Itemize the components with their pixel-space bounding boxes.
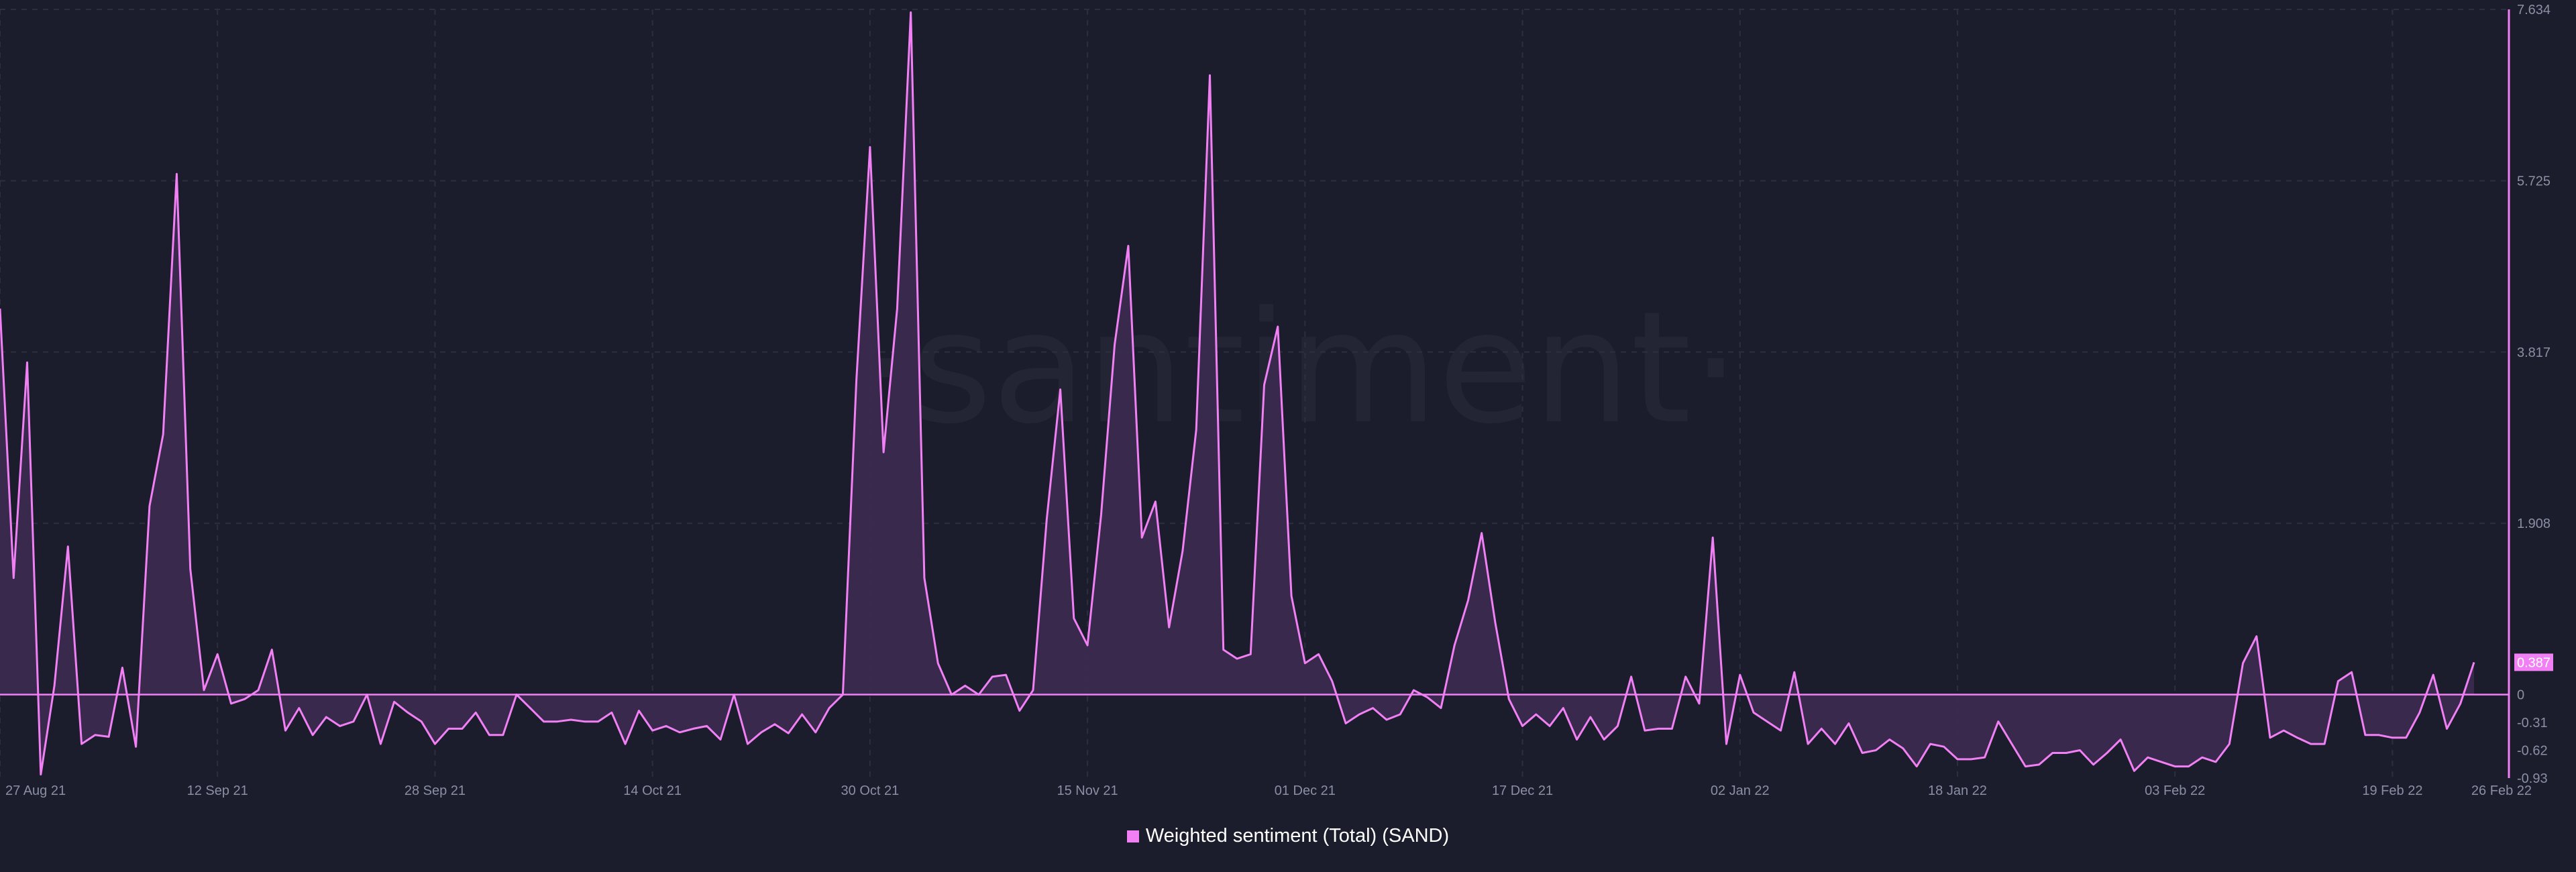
x-tick-label: 27 Aug 21 [5, 783, 66, 798]
sentiment-series-line [0, 11, 2475, 776]
y-tick-label: 1.908 [2517, 516, 2551, 531]
x-tick-label: 26 Feb 22 [2471, 783, 2532, 798]
x-axis-ticks: 27 Aug 21 12 Sep 21 28 Sep 21 14 Oct 21 30 O… [5, 783, 2532, 798]
x-tick-label: 12 Sep 21 [187, 783, 248, 798]
legend[interactable]: Weighted sentiment (Total) (SAND) [0, 825, 2576, 847]
santiment-watermark: ·santiment· [863, 279, 1740, 458]
x-tick-label: 14 Oct 21 [623, 783, 682, 798]
legend-swatch [1126, 830, 1139, 842]
y-tick-label: 0 [2517, 688, 2524, 703]
x-tick-label: 02 Jan 22 [1711, 783, 1770, 798]
y-axis-ticks: 7.634 5.725 3.817 1.908 0 -0.31 -0.62 -0.93 [2517, 3, 2551, 786]
y-tick-label: -0.62 [2517, 744, 2548, 759]
x-tick-label: 19 Feb 22 [2362, 783, 2422, 798]
current-value-box [2514, 653, 2553, 671]
x-tick-label: 01 Dec 21 [1275, 783, 1336, 798]
current-value-badge: 0.387 [2514, 653, 2553, 671]
sentiment-area-fill [0, 12, 2474, 775]
x-tick-label: 30 Oct 21 [841, 783, 900, 798]
x-tick-label: 17 Dec 21 [1492, 783, 1553, 798]
y-tick-label: 3.817 [2517, 345, 2551, 360]
y-tick-label: -0.31 [2517, 716, 2548, 730]
y-tick-label: 5.725 [2517, 174, 2551, 188]
y-tick-label: 7.634 [2517, 3, 2551, 17]
x-tick-label: 15 Nov 21 [1057, 783, 1118, 798]
x-tick-label: 28 Sep 21 [405, 783, 466, 798]
y-tick-label: -0.93 [2517, 771, 2548, 786]
legend-label: Weighted sentiment (Total) (SAND) [1145, 825, 1450, 847]
x-tick-label: 03 Feb 22 [2145, 783, 2205, 798]
x-tick-label: 18 Jan 22 [1928, 783, 1987, 798]
current-value-text: 0.387 [2517, 655, 2551, 670]
